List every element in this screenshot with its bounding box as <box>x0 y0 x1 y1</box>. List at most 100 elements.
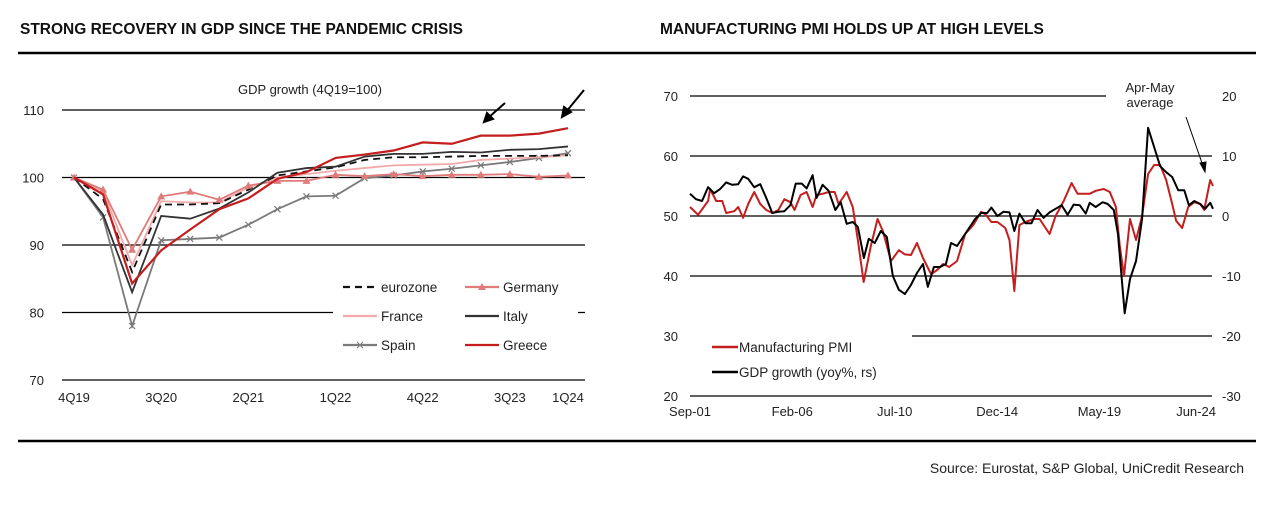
x-tick-label: 3Q20 <box>145 390 177 405</box>
y-tick-label-left: 60 <box>664 149 678 164</box>
legend-item-france: France <box>343 309 423 324</box>
legend-item-manufacturing-pmi: Manufacturing PMI <box>712 340 852 355</box>
series-line-italy <box>73 145 569 295</box>
legend-marker <box>478 283 486 290</box>
x-tick-label: Jun-24 <box>1176 404 1216 419</box>
x-tick-label: 2Q21 <box>232 390 264 405</box>
x-tick-label: 1Q22 <box>320 390 352 405</box>
annotation-line-2: average <box>1127 95 1174 110</box>
data-point-germany <box>302 176 311 184</box>
data-point-spain <box>273 205 281 213</box>
data-point-germany <box>418 172 427 180</box>
y-tick-label-right: 10 <box>1222 149 1236 164</box>
data-point-germany <box>447 170 456 178</box>
right-chart-title: MANUFACTURING PMI HOLDS UP AT HIGH LEVEL… <box>660 21 1044 38</box>
legend-label: France <box>381 309 423 324</box>
y-tick-label-left: 20 <box>664 389 678 404</box>
data-point-spain <box>332 192 339 200</box>
data-point-spain <box>157 236 165 244</box>
annotation-arrow-icon <box>1185 116 1207 174</box>
x-tick-label: 1Q24 <box>552 390 584 405</box>
y-tick-label-right: -30 <box>1222 389 1241 404</box>
data-point-spain <box>215 234 223 241</box>
data-point-germany <box>360 172 369 180</box>
data-point-spain <box>128 322 136 330</box>
y-tick-label-right: -10 <box>1222 269 1241 284</box>
y-tick-label-left: 30 <box>664 329 678 344</box>
y-tick-label: 100 <box>22 171 44 186</box>
left-chart-subtitle: GDP growth (4Q19=100) <box>238 82 382 97</box>
data-point-germany <box>331 170 340 178</box>
legend-label: GDP growth (yoy%, rs) <box>739 365 877 380</box>
data-point-germany <box>389 170 398 178</box>
legend-item-gdp-growth-yoy-rs: GDP growth (yoy%, rs) <box>712 365 877 380</box>
right-series <box>689 126 1214 315</box>
x-tick-label: 4Q22 <box>407 390 439 405</box>
x-tick-label: 3Q23 <box>494 390 526 405</box>
y-tick-label: 70 <box>30 373 44 388</box>
data-point-germany <box>476 170 485 178</box>
data-point-spain <box>244 221 252 229</box>
data-point-germany <box>244 181 253 189</box>
annotation-bg <box>1106 78 1186 112</box>
data-point-germany <box>215 195 224 203</box>
legend-item-greece: Greece <box>465 338 547 353</box>
left-legend: eurozone Germany France Italy Spain Greece <box>343 280 559 353</box>
data-point-spain <box>303 192 310 200</box>
data-point-spain <box>506 158 514 166</box>
annotation-line-1: Apr-May <box>1125 80 1175 95</box>
data-point-germany <box>186 187 195 195</box>
series-line-germany <box>73 173 569 252</box>
data-point-spain <box>448 165 456 173</box>
legend-label: Spain <box>381 338 416 353</box>
x-tick-label: May-19 <box>1078 404 1121 419</box>
right-legend: Manufacturing PMI GDP growth (yoy%, rs) <box>712 340 877 380</box>
series-line-gdp-growth-yoy-rs <box>689 126 1214 315</box>
legend-label: Germany <box>503 280 559 295</box>
data-point-germany <box>564 171 572 179</box>
legend-label: Manufacturing PMI <box>739 340 852 355</box>
legend-item-spain: Spain <box>343 338 416 353</box>
series-line-eurozone <box>73 154 569 275</box>
x-tick-label: Jul-10 <box>877 404 912 419</box>
x-tick-label: 4Q19 <box>58 390 90 405</box>
data-point-germany <box>273 176 282 184</box>
legend-label: eurozone <box>381 280 437 295</box>
data-point-spain <box>186 235 194 243</box>
left-series <box>70 127 572 330</box>
y-tick-label-left: 70 <box>664 89 678 104</box>
series-line-france <box>73 154 569 268</box>
y-tick-label: 80 <box>30 306 44 321</box>
x-tick-label: Feb-06 <box>772 404 813 419</box>
data-point-spain <box>477 161 485 169</box>
y-tick-label-left: 40 <box>664 269 678 284</box>
series-line-manufacturing-pmi <box>689 164 1214 292</box>
legend-item-germany: Germany <box>465 280 559 295</box>
data-point-germany <box>534 172 543 180</box>
data-point-germany <box>505 170 514 178</box>
arrow-icon <box>560 89 585 119</box>
left-chart-title: STRONG RECOVERY IN GDP SINCE THE PANDEMI… <box>20 21 463 38</box>
data-point-spain <box>419 168 427 175</box>
arrow-icon <box>482 102 506 124</box>
y-tick-label-right: -20 <box>1222 329 1241 344</box>
x-tick-label: Dec-14 <box>976 404 1018 419</box>
x-tick-label: Sep-01 <box>669 404 711 419</box>
data-point-germany <box>157 192 166 200</box>
legend-item-italy: Italy <box>465 309 528 324</box>
legend-marker <box>356 341 364 349</box>
y-tick-label-right: 20 <box>1222 89 1236 104</box>
series-line-greece <box>73 127 569 286</box>
y-tick-label: 90 <box>30 238 44 253</box>
source-note: Source: Eurostat, S&P Global, UniCredit … <box>930 460 1244 476</box>
legend-label: Greece <box>503 338 547 353</box>
data-point-germany <box>99 185 108 193</box>
y-tick-label-left: 50 <box>664 209 678 224</box>
gdp-recovery-chart: GDP growth (4Q19=100) 70 80 90 100 110 4Q19 3Q… <box>22 82 585 405</box>
legend-label: Italy <box>503 309 528 324</box>
data-point-germany <box>128 245 137 253</box>
y-tick-label: 110 <box>23 103 44 118</box>
